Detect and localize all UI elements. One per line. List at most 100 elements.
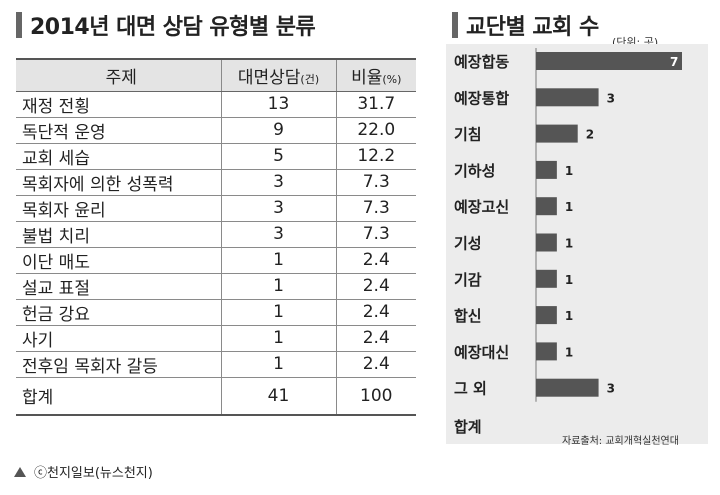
header-subject: 주제 [16,58,221,92]
bar-chart: 예장합동 7 예장통합 3 기침 2 기하성 1 예장고신 1 기성 1 기감 1 합신 1 예장대신 1 그 외 3… [454,48,682,436]
table-row: 목회자에 의한 성폭력 3 7.3 [16,169,416,196]
category-label: 예장대신 [454,343,509,361]
counseling-table: 주제 대면상담(건) 비율(%) 재정 전횡 13 31.7 독단적 운영 9 22.0… [16,58,416,416]
bar-value-label: 1 [565,200,573,214]
chart-total-label: 합계 [454,418,482,436]
bar-value-label: 1 [565,345,573,359]
category-label: 기하성 [454,162,495,180]
total-count: 41 [220,376,336,416]
title-bar-decoration [452,12,458,38]
row-ratio: 7.3 [335,169,416,196]
bar [536,52,682,70]
chart-background [446,44,708,444]
row-count: 1 [220,351,336,378]
row-count: 1 [220,273,336,300]
row-ratio: 7.3 [335,195,416,222]
row-count: 3 [220,195,336,222]
row-subject: 목회자에 의한 성폭력 [16,169,221,196]
row-count: 3 [220,169,336,196]
category-label: 예장통합 [454,89,509,107]
header-count-unit: (건) [300,72,320,86]
row-count: 3 [220,221,336,248]
row-ratio: 2.4 [335,299,416,326]
header-count: 대면상담(건) [220,58,336,92]
bar [536,88,599,107]
table-row: 독단적 운영 9 22.0 [16,117,416,144]
table-header-row: 주제 대면상담(건) 비율(%) [16,58,416,92]
row-subject: 전후임 목회자 갈등 [16,351,221,378]
total-ratio: 100 [335,376,416,416]
row-ratio: 12.2 [335,143,416,170]
bar-value-label: 1 [565,309,573,323]
bar-value-label: 3 [607,382,615,396]
row-subject: 사기 [16,325,221,352]
bar-value-label: 1 [565,237,573,251]
category-label: 합신 [454,307,482,325]
row-subject: 독단적 운영 [16,117,221,144]
row-count: 1 [220,247,336,274]
category-label: 예장고신 [454,198,509,216]
row-subject: 재정 전횡 [16,91,221,118]
row-ratio: 22.0 [335,117,416,144]
header-ratio-label: 비율 [351,67,383,88]
row-subject: 불법 치리 [16,221,221,248]
header-ratio-unit: (%) [382,72,402,86]
category-label: 그 외 [454,380,487,398]
bar [536,197,557,216]
bar [536,124,578,143]
row-subject: 교회 세습 [16,143,221,170]
table-row: 재정 전횡 13 31.7 [16,91,416,118]
row-ratio: 31.7 [335,91,416,118]
row-count: 5 [220,143,336,170]
title-bar-decoration [16,12,22,38]
chart-title: 교단별 교회 수 [452,10,599,40]
total-label: 합계 [16,376,221,416]
photo-caption: ⓒ천지일보(뉴스천지) [14,462,153,481]
row-subject: 설교 표절 [16,273,221,300]
header-count-label: 대면상담 [237,67,301,88]
bar-value-label: 7 [670,55,678,69]
bar [536,233,557,252]
table-row: 헌금 강요 1 2.4 [16,299,416,326]
bar [536,378,599,397]
row-subject: 목회자 윤리 [16,195,221,222]
bar [536,306,557,325]
caption-text: ⓒ천지일보(뉴스천지) [34,466,153,481]
category-label: 기감 [454,271,482,289]
table-row: 교회 세습 5 12.2 [16,143,416,170]
triangle-icon [14,466,26,477]
table-row: 불법 치리 3 7.3 [16,221,416,248]
bar [536,269,557,288]
category-label: 기침 [454,126,482,144]
category-label: 기성 [454,235,482,253]
bar-value-label: 1 [565,273,573,287]
table-row: 설교 표절 1 2.4 [16,273,416,300]
table-row: 사기 1 2.4 [16,325,416,352]
bar [536,342,557,361]
table-title-text: 2014년 대면 상담 유형별 분류 [30,15,316,40]
bar [536,160,557,179]
row-subject: 이단 매도 [16,247,221,274]
table-title: 2014년 대면 상담 유형별 분류 [16,10,316,40]
row-ratio: 2.4 [335,273,416,300]
bar-value-label: 1 [565,164,573,178]
row-count: 1 [220,325,336,352]
bar-value-label: 2 [586,128,594,142]
row-ratio: 7.3 [335,221,416,248]
table-row: 목회자 윤리 3 7.3 [16,195,416,222]
header-ratio: 비율(%) [335,58,416,92]
row-count: 13 [220,91,336,118]
row-ratio: 2.4 [335,247,416,274]
row-count: 1 [220,299,336,326]
table-row: 이단 매도 1 2.4 [16,247,416,274]
bar-value-label: 3 [607,91,615,105]
row-count: 9 [220,117,336,144]
row-subject: 헌금 강요 [16,299,221,326]
category-label: 예장합동 [454,53,509,71]
table-total-row: 합계 41 100 [16,376,416,416]
table-row: 전후임 목회자 갈등 1 2.4 [16,351,416,378]
chart-source: 자료출처: 교회개혁실천연대 [562,436,679,447]
row-ratio: 2.4 [335,325,416,352]
chart-title-text: 교단별 교회 수 [466,15,599,40]
row-ratio: 2.4 [335,351,416,378]
